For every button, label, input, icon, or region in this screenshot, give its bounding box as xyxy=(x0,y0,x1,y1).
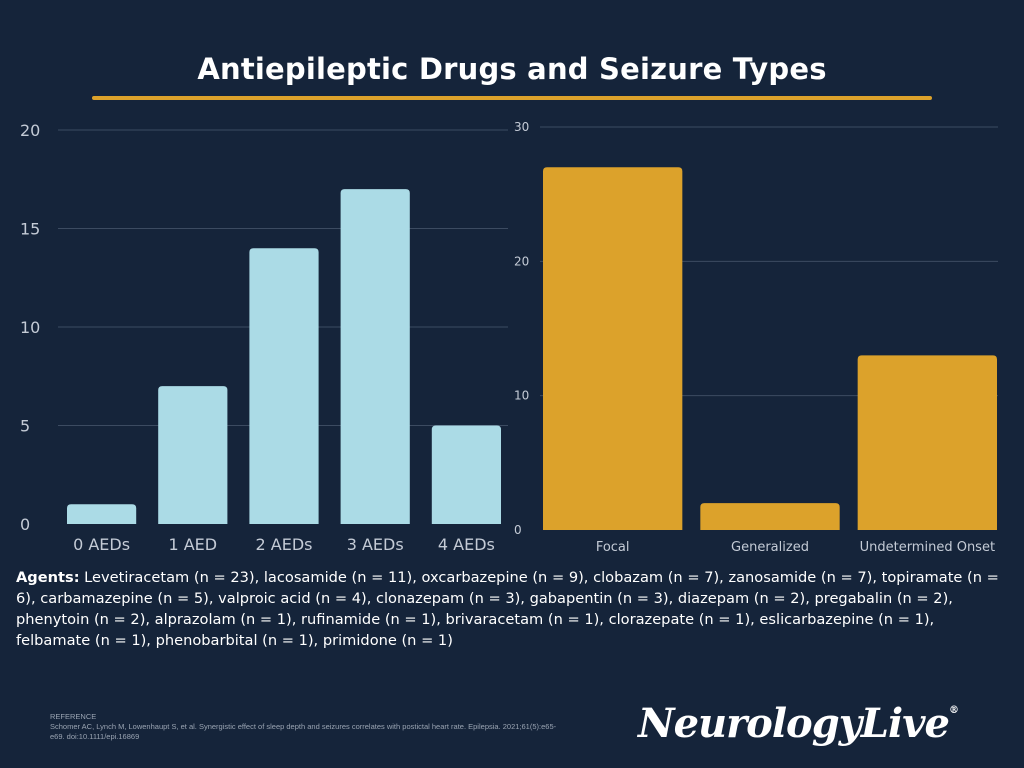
seizure-type-chart: 0 10 20 30 Focal Generalized Undetermined Onse… xyxy=(514,120,998,555)
seizure-category-label: Focal xyxy=(596,540,630,555)
logo-registered-mark: ® xyxy=(948,705,959,716)
aed-bar xyxy=(158,386,228,524)
aed-bar xyxy=(249,248,319,524)
seizure-category-label: Undetermined Onset xyxy=(860,540,995,555)
reference: REFERENCE Schomer AC, Lynch M, Lowenhaup… xyxy=(50,712,570,742)
aed-category-label: 0 AEDs xyxy=(73,535,130,554)
aed-y-tick-label: 15 xyxy=(20,220,40,239)
page-title: Antiepileptic Drugs and Seizure Types xyxy=(197,52,827,86)
seizure-category-label: Generalized xyxy=(731,540,809,555)
aed-y-tick-label: 5 xyxy=(20,417,30,436)
reference-label: REFERENCE xyxy=(50,712,97,721)
seizure-bar xyxy=(700,503,840,530)
seizure-bar xyxy=(543,167,683,531)
agents-text: Levetiracetam (n = 23), lacosamide (n = … xyxy=(16,569,999,649)
aed-y-tick-label: 10 xyxy=(20,318,40,337)
seizure-y-tick-label: 20 xyxy=(514,254,529,268)
neurologylive-logo: NeurologyLive® xyxy=(638,700,959,747)
aed-bar xyxy=(67,504,137,524)
agents-list: Agents: Levetiracetam (n = 23), lacosami… xyxy=(16,567,1012,651)
title-underline xyxy=(92,96,932,100)
aed-bar xyxy=(431,425,501,524)
aed-bar xyxy=(340,189,410,524)
aed-y-tick-label: 0 xyxy=(20,515,30,534)
reference-text: Schomer AC, Lynch M, Lowenhaupt S, et al… xyxy=(50,722,557,741)
aed-y-tick-label: 20 xyxy=(20,121,40,140)
logo-text: NeurologyLive xyxy=(638,700,950,747)
seizure-y-tick-label: 0 xyxy=(514,523,522,537)
aed-category-label: 3 AEDs xyxy=(347,535,404,554)
aed-count-chart: 0 5 10 15 20 0 AEDs 1 AED 2 AEDs 3 AEDs 4 AEDs xyxy=(20,121,508,554)
aed-category-label: 4 AEDs xyxy=(438,535,495,554)
seizure-y-tick-label: 10 xyxy=(514,389,529,403)
seizure-bar xyxy=(857,355,997,530)
agents-label: Agents: xyxy=(16,569,80,586)
aed-category-label: 1 AED xyxy=(168,535,217,554)
seizure-y-tick-label: 30 xyxy=(514,120,529,134)
aed-category-label: 2 AEDs xyxy=(256,535,313,554)
